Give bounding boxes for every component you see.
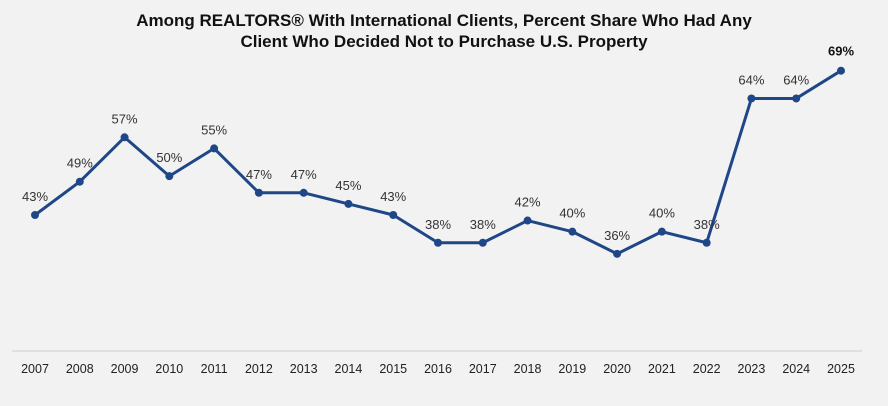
data-label: 50%	[156, 150, 182, 165]
x-tick-label: 2009	[111, 362, 139, 376]
x-tick-label: 2019	[558, 362, 586, 376]
x-tick-label: 2012	[245, 362, 273, 376]
data-point	[254, 188, 263, 197]
x-tick-label: 2023	[738, 362, 766, 376]
data-label: 45%	[335, 178, 361, 193]
x-tick-label: 2015	[379, 362, 407, 376]
x-tick-label: 2024	[782, 362, 810, 376]
data-label: 47%	[291, 167, 317, 182]
data-point	[344, 199, 353, 208]
data-label: 43%	[380, 189, 406, 204]
data-label: 55%	[201, 122, 227, 137]
data-label: 69%	[828, 44, 854, 59]
data-label: 64%	[783, 72, 809, 87]
data-point	[837, 66, 845, 75]
x-tick-group: 2007 2008 2009 2010 2011 2012 2013 2014 2015 2016…	[21, 362, 855, 376]
data-point	[31, 211, 39, 219]
data-point	[389, 211, 398, 219]
data-point	[165, 172, 174, 181]
data-label: 49%	[67, 156, 93, 171]
data-label-group: 43% 49% 57% 50% 55% 47% 47% 45% 43% 38% 38% 42% 40% 3…	[22, 44, 854, 243]
data-label: 38%	[470, 217, 496, 232]
data-label: 40%	[559, 206, 585, 221]
x-tick-label: 2010	[155, 362, 183, 376]
x-tick-label: 2013	[290, 362, 318, 376]
series-group	[31, 66, 845, 258]
x-tick-label: 2008	[66, 362, 94, 376]
x-tick-label: 2011	[201, 362, 228, 376]
x-tick-label: 2017	[469, 362, 497, 376]
data-label: 42%	[515, 195, 541, 210]
chart-title-line-2: Client Who Decided Not to Purchase U.S. …	[240, 32, 648, 51]
data-point	[657, 227, 666, 236]
x-tick-label: 2022	[693, 362, 721, 376]
x-tick-label: 2016	[424, 362, 452, 376]
data-point	[478, 238, 487, 247]
x-tick-label: 2014	[335, 362, 363, 376]
data-point	[434, 238, 442, 247]
data-point	[702, 238, 711, 247]
data-label: 36%	[604, 228, 630, 243]
data-label: 38%	[425, 217, 451, 232]
data-point	[792, 94, 801, 103]
data-point	[75, 177, 84, 186]
chart-title-line-1: Among REALTORS® With International Clien…	[136, 11, 752, 30]
data-point	[120, 133, 129, 142]
data-label: 43%	[22, 189, 48, 204]
x-tick-label: 2020	[603, 362, 631, 376]
data-label: 40%	[649, 206, 675, 221]
chart-title: Among REALTORS® With International Clien…	[0, 10, 888, 52]
x-tick-label: 2007	[21, 362, 49, 376]
x-tick-label: 2021	[648, 362, 676, 376]
data-point	[210, 144, 219, 153]
x-tick-label: 2025	[827, 362, 855, 376]
data-point	[568, 227, 577, 236]
data-point	[523, 216, 532, 225]
data-label: 47%	[246, 167, 272, 182]
data-point	[299, 188, 308, 197]
data-label: 64%	[738, 72, 764, 87]
data-label: 38%	[694, 217, 720, 232]
x-tick-label: 2018	[514, 362, 542, 376]
data-point	[747, 94, 756, 103]
data-point	[613, 249, 622, 258]
data-label: 57%	[112, 111, 138, 126]
